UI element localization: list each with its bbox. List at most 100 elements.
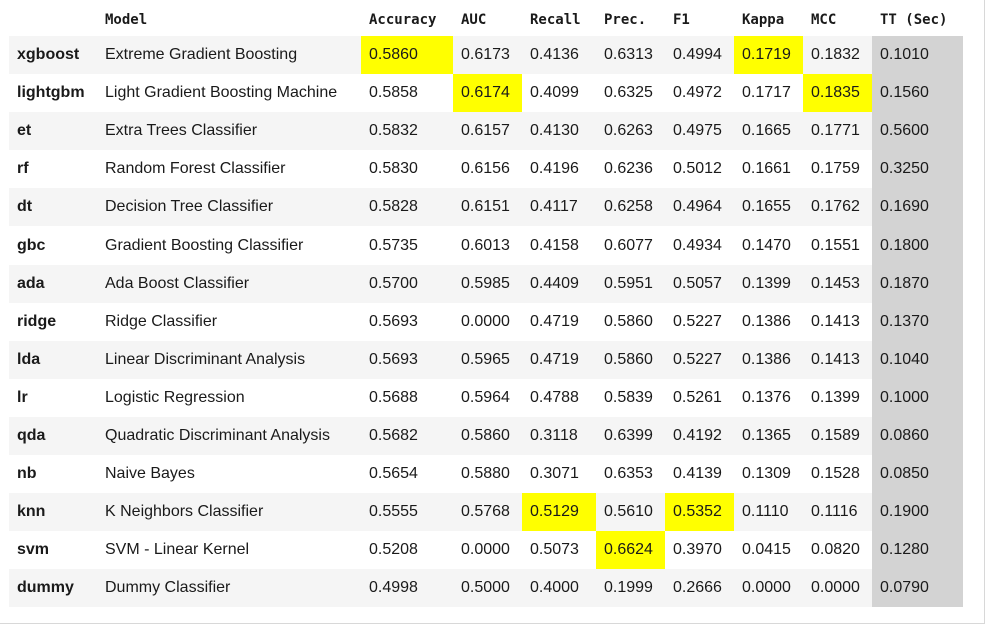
cell-prec: 0.6077 [596,226,665,265]
row-model-id: ada [9,264,97,303]
cell-prec: 0.5839 [596,378,665,417]
cell-tt: 0.0790 [872,569,963,608]
cell-f1: 0.4994 [665,36,734,75]
cell-recall: 0.4196 [522,150,596,189]
cell-recall: 0.4409 [522,264,596,303]
cell-tt: 0.1370 [872,302,963,341]
row-model-id: qda [9,416,97,456]
cell-kappa: 0.1309 [734,455,803,494]
cell-tt: 0.1900 [872,493,963,532]
cell-accuracy: 0.5830 [361,150,453,189]
cell-mcc: 0.1759 [803,150,872,189]
cell-model: SVM - Linear Kernel [97,531,361,570]
cell-tt: 0.1010 [872,36,963,75]
cell-f1: 0.4192 [665,416,734,456]
cell-model: Ada Boost Classifier [97,264,361,303]
cell-model: Quadratic Discriminant Analysis [97,416,361,456]
header-prec: Prec. [604,12,647,28]
cell-accuracy: 0.5828 [361,188,453,227]
cell-mcc: 0.1528 [803,455,872,494]
cell-recall: 0.4099 [522,74,596,113]
cell-mcc: 0.1835 [803,74,872,113]
cell-tt: 0.0860 [872,416,963,456]
cell-accuracy: 0.5654 [361,455,453,494]
cell-prec: 0.6624 [596,531,665,570]
cell-model: Extreme Gradient Boosting [97,36,361,75]
cell-kappa: 0.0000 [734,569,803,608]
row-model-id: dt [9,188,97,227]
cell-f1: 0.2666 [665,569,734,608]
cell-tt: 0.5600 [872,112,963,151]
cell-model: Extra Trees Classifier [97,112,361,151]
cell-mcc: 0.0820 [803,531,872,570]
cell-recall: 0.4719 [522,340,596,379]
row-model-id: lightgbm [9,74,97,113]
cell-kappa: 0.1470 [734,226,803,265]
cell-f1: 0.4964 [665,188,734,227]
header-f1: F1 [673,12,690,28]
cell-tt: 0.1870 [872,264,963,303]
header-row: Model Accuracy AUC Recall Prec. F1 Kappa… [9,4,963,36]
cell-recall: 0.4117 [522,188,596,227]
cell-model: Light Gradient Boosting Machine [97,74,361,113]
cell-f1: 0.5261 [665,378,734,417]
cell-recall: 0.3118 [522,416,596,456]
cell-accuracy: 0.5858 [361,74,453,113]
table-row: lda Linear Discriminant Analysis 0.5693 0.5… [9,340,963,379]
table-row: ridge Ridge Classifier 0.5693 0.0000 0.4719 0… [9,302,963,341]
cell-model: Gradient Boosting Classifier [97,226,361,265]
row-model-id: dummy [9,569,97,608]
cell-kappa: 0.1110 [734,493,803,532]
cell-mcc: 0.1589 [803,416,872,456]
cell-f1: 0.4934 [665,226,734,265]
cell-kappa: 0.1399 [734,264,803,303]
cell-mcc: 0.1771 [803,112,872,151]
cell-kappa: 0.1376 [734,378,803,417]
cell-prec: 0.6353 [596,455,665,494]
table-row: ada Ada Boost Classifier 0.5700 0.5985 0.440… [9,264,963,303]
cell-auc: 0.5860 [453,416,522,456]
cell-prec: 0.1999 [596,569,665,608]
cell-kappa: 0.1655 [734,188,803,227]
cell-tt: 0.1040 [872,340,963,379]
cell-prec: 0.6263 [596,112,665,151]
cell-auc: 0.0000 [453,302,522,341]
cell-kappa: 0.1717 [734,74,803,113]
cell-tt: 0.1800 [872,226,963,265]
cell-f1: 0.5227 [665,302,734,341]
cell-recall: 0.4000 [522,569,596,608]
header-tt: TT (Sec) [880,12,948,28]
cell-auc: 0.0000 [453,531,522,570]
cell-accuracy: 0.5688 [361,378,453,417]
cell-auc: 0.5985 [453,264,522,303]
cell-auc: 0.5964 [453,378,522,417]
cell-f1: 0.4972 [665,74,734,113]
cell-kappa: 0.1665 [734,112,803,151]
cell-accuracy: 0.5860 [361,36,453,75]
table-body: xgboost Extreme Gradient Boosting 0.5860 0.… [9,36,963,608]
cell-auc: 0.5880 [453,455,522,494]
cell-mcc: 0.1832 [803,36,872,75]
cell-accuracy: 0.5693 [361,340,453,379]
cell-recall: 0.5129 [522,493,596,532]
cell-prec: 0.5860 [596,340,665,379]
cell-accuracy: 0.5735 [361,226,453,265]
cell-mcc: 0.1399 [803,378,872,417]
cell-prec: 0.6399 [596,416,665,456]
cell-prec: 0.6236 [596,150,665,189]
cell-recall: 0.3071 [522,455,596,494]
cell-prec: 0.5951 [596,264,665,303]
cell-mcc: 0.1413 [803,340,872,379]
cell-mcc: 0.1762 [803,188,872,227]
cell-model: Decision Tree Classifier [97,188,361,227]
table-row: dummy Dummy Classifier 0.4998 0.5000 0.4000 0… [9,569,963,608]
row-model-id: knn [9,493,97,532]
cell-kappa: 0.1365 [734,416,803,456]
row-model-id: gbc [9,226,97,265]
cell-mcc: 0.1453 [803,264,872,303]
cell-recall: 0.5073 [522,531,596,570]
cell-auc: 0.6173 [453,36,522,75]
row-model-id: ridge [9,302,97,341]
cell-model: Logistic Regression [97,378,361,417]
